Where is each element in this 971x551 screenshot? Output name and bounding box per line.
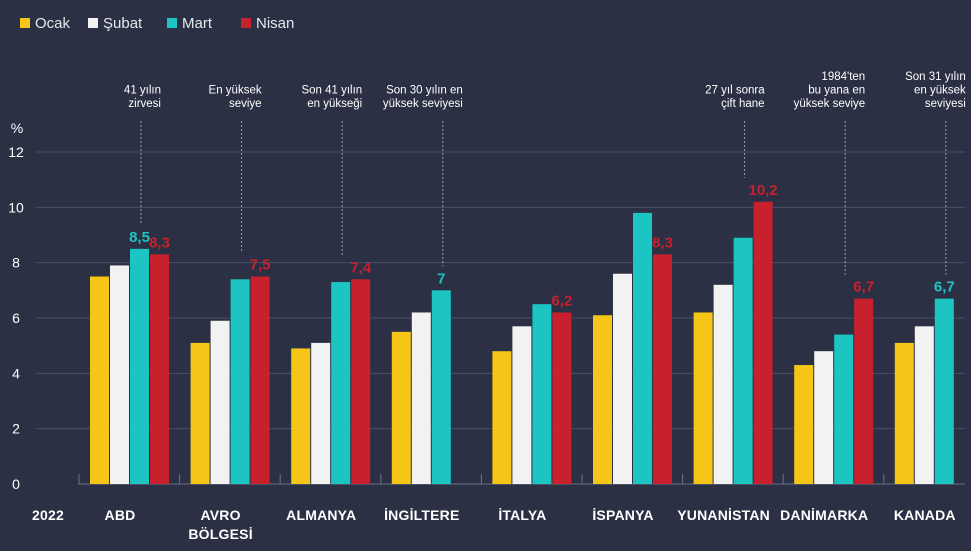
- bar-nisan-7: [854, 298, 874, 484]
- legend-swatch-3: [241, 18, 251, 28]
- annotation-leaders: [140, 121, 947, 275]
- annotation-text: Son 41 yılın: [301, 85, 362, 97]
- bar-ocak-6: [693, 312, 713, 484]
- bar-ocak-2: [291, 348, 311, 484]
- bar-mart-4: [532, 304, 552, 484]
- annotation-text: Son 30 yılın en: [386, 85, 463, 97]
- data-label: 6,7: [853, 279, 874, 296]
- bar-ocak-3: [391, 331, 411, 484]
- bar-ocak-0: [90, 276, 109, 484]
- bar-mart-2: [331, 282, 351, 484]
- bar-şubat-4: [512, 326, 532, 484]
- y-tick-label: 8: [12, 255, 20, 271]
- year-label: 2022: [32, 507, 64, 523]
- legend-label-0: Ocak: [35, 15, 71, 32]
- bar-ocak-1: [190, 342, 210, 484]
- bar-nisan-5: [653, 254, 672, 484]
- bar-mart-3: [431, 290, 451, 484]
- y-tick-label: 12: [8, 144, 24, 160]
- bar-nisan-4: [552, 312, 572, 484]
- bar-ocak-8: [894, 342, 914, 484]
- bar-şubat-8: [914, 326, 934, 484]
- category-label: DANİMARKA: [780, 507, 868, 523]
- annotation-text: bu yana en: [808, 85, 865, 97]
- bar-şubat-7: [814, 351, 834, 484]
- annotation-text: en yüksek: [914, 85, 966, 97]
- annotation-text: 41 yılın: [124, 85, 161, 97]
- data-label: 7,4: [350, 259, 372, 276]
- bar-şubat-6: [713, 284, 733, 484]
- data-label: 8,5: [129, 229, 150, 246]
- category-label: İTALYA: [498, 507, 546, 523]
- bar-ocak-7: [794, 365, 814, 484]
- annotation-text: çift hane: [721, 98, 764, 110]
- y-axis: 0 2 4 6 8 10 12: [8, 144, 24, 492]
- chart-bars: [90, 201, 954, 485]
- category-label: AVRO: [200, 507, 240, 523]
- bar-mart-8: [934, 298, 954, 484]
- y-tick-label: 2: [12, 421, 20, 437]
- category-label: ABD: [105, 507, 136, 523]
- bar-mart-1: [230, 279, 250, 484]
- data-labels: 8,5 8,37,5 7,476,28,310,26,7 6,7: [129, 182, 955, 310]
- bar-ocak-4: [492, 351, 512, 484]
- y-tick-label: 4: [12, 365, 20, 381]
- bar-ocak-5: [593, 315, 612, 484]
- data-label: 7: [437, 270, 445, 287]
- category-label: İNGİLTERE: [384, 507, 459, 523]
- annotation-text: En yüksek: [209, 85, 262, 97]
- y-tick-label: 0: [12, 476, 20, 492]
- bar-şubat-1: [210, 320, 230, 484]
- category-label: YUNANİSTAN: [677, 507, 770, 523]
- category-label: İSPANYA: [592, 507, 653, 523]
- data-label: 8,3: [149, 234, 170, 251]
- legend-label-3: Nisan: [256, 15, 294, 32]
- bar-mart-6: [733, 237, 753, 484]
- data-label: 6,7: [934, 279, 955, 296]
- chart-legend: Ocak Şubat Mart Nisan: [20, 15, 294, 32]
- category-label: ALMANYA: [286, 507, 356, 523]
- bar-şubat-5: [613, 273, 632, 484]
- legend-swatch-1: [88, 18, 98, 28]
- annotation-text: seviye: [229, 98, 262, 110]
- annotation-text: yüksek seviye: [794, 98, 866, 110]
- bar-şubat-0: [110, 265, 129, 484]
- bar-nisan-0: [150, 254, 169, 484]
- data-label: 7,5: [250, 257, 271, 274]
- annotation-text: 1984'ten: [821, 71, 865, 83]
- annotation-text: zirvesi: [128, 98, 161, 110]
- annotation-text: Son 31 yılın: [905, 71, 966, 83]
- annotation-text: yüksek seviyesi: [383, 98, 463, 110]
- data-label: 10,2: [748, 182, 777, 199]
- category-label: BÖLGESİ: [188, 526, 252, 542]
- bar-nisan-1: [250, 276, 270, 484]
- bar-nisan-2: [351, 279, 371, 484]
- bar-mart-7: [834, 334, 854, 484]
- legend-swatch-2: [167, 18, 177, 28]
- annotation-text: 27 yıl sonra: [705, 85, 765, 97]
- legend-swatch-0: [20, 18, 30, 28]
- unit-label: %: [11, 120, 23, 136]
- bar-şubat-2: [311, 342, 331, 484]
- data-label: 6,2: [551, 292, 572, 309]
- bar-mart-0: [130, 248, 149, 484]
- bar-mart-5: [633, 212, 652, 484]
- legend-label-1: Şubat: [103, 15, 143, 32]
- annotation-text: seviyesi: [925, 98, 966, 110]
- annotation-text: en yükseği: [307, 98, 362, 110]
- bar-şubat-3: [411, 312, 431, 484]
- y-tick-label: 10: [8, 199, 24, 215]
- x-axis: 2022 ABD AVRO BÖLGESİ ALMANYA İNGİLTERE İTALY…: [32, 474, 956, 542]
- data-label: 8,3: [652, 234, 673, 251]
- y-tick-label: 6: [12, 310, 20, 326]
- legend-label-2: Mart: [182, 15, 213, 32]
- category-label: KANADA: [894, 507, 956, 523]
- bar-nisan-6: [753, 201, 773, 485]
